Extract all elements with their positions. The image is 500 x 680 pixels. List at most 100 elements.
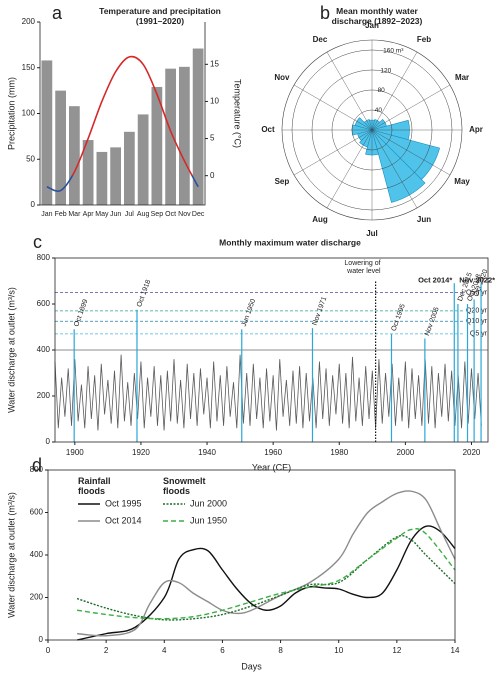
legend-label: Jun 1950 [190, 515, 227, 525]
y-tick-label: 800 [30, 465, 44, 474]
y-tick-label: 200 [22, 17, 36, 26]
threshold-label: Q5 yr [470, 331, 488, 338]
vline-label: Lowering of water level [344, 260, 381, 276]
x-tick-label: 10 [334, 646, 343, 655]
month-label: Dec [313, 35, 328, 44]
month-label: Sep [275, 177, 290, 186]
bar [165, 68, 176, 205]
x-tick-label: 2000 [396, 448, 414, 457]
x-tick-label: 1900 [66, 448, 84, 457]
y-tick-label: 0 [31, 200, 36, 209]
x-axis-label: Days [241, 661, 262, 671]
y-axis-label: Water discharge at outlet (m³/s) [6, 287, 16, 413]
x-tick-label: Jul [125, 211, 134, 218]
spoke [371, 84, 451, 131]
panel-label: d [32, 455, 42, 475]
temperature-line [46, 55, 199, 192]
legend-label: Jun 2000 [190, 498, 227, 508]
event-label: Oct 2014* [418, 275, 452, 284]
spoke [371, 129, 418, 209]
spoke [326, 51, 373, 131]
legend-label: Oct 2014 [105, 515, 142, 525]
y-tick-label: 400 [30, 550, 44, 559]
event-label: Oct 1918 [136, 279, 152, 308]
series-line [77, 490, 456, 637]
event-label: Oct 1995 [391, 303, 407, 332]
x-tick-label: May [95, 211, 109, 218]
y-tick-label: 150 [22, 63, 36, 72]
threshold-label: Q50 yr [466, 289, 488, 296]
y-tick-label: 50 [26, 154, 35, 163]
x-tick-label: 6 [220, 646, 225, 655]
y-axis-label: Water discharge at outlet (m³/s) [6, 492, 16, 618]
bar [82, 140, 94, 205]
spoke [326, 129, 373, 209]
axes [39, 22, 206, 206]
y-tick-label: 400 [37, 345, 51, 354]
x-tick-label: 4 [162, 646, 167, 655]
x-tick-label: Jan [41, 211, 52, 218]
y2-tick-label: 10 [210, 97, 219, 106]
x-tick-label: 1920 [132, 448, 150, 457]
series-line [76, 525, 456, 641]
x-tick-label: 14 [451, 646, 460, 655]
bar [179, 66, 190, 206]
month-label: Jan [365, 21, 379, 30]
y-tick-label: 600 [37, 299, 51, 308]
event-label: Nov 2022* [459, 275, 495, 284]
x-tick-label: Dec [192, 211, 205, 218]
r-tick-label: 120 [380, 67, 391, 74]
x-tick-label: Oct [165, 211, 176, 218]
x-tick-label: 2 [104, 646, 109, 655]
panel-label: b [320, 3, 330, 23]
x-tick-label: Feb [55, 211, 67, 218]
r-tick-label: 80 [378, 87, 386, 94]
series-line [76, 534, 456, 621]
event-label: Jun 1950 [241, 298, 257, 328]
r-tick-label: 40 [375, 107, 383, 114]
x-tick-label: Jun [110, 211, 121, 218]
x-tick-label: 0 [46, 646, 51, 655]
y-tick-label: 200 [37, 391, 51, 400]
spoke [371, 51, 418, 131]
x-tick-label: 2020 [463, 448, 481, 457]
bar [96, 151, 108, 205]
y2-tick-label: 15 [210, 59, 219, 68]
chart-title: Monthly maximum water discharge [219, 237, 361, 247]
y-tick-label: 100 [22, 109, 36, 118]
legend-label: Oct 1995 [105, 498, 142, 508]
bar [110, 147, 121, 205]
y2-tick-label: 0 [210, 171, 215, 180]
y-tick-label: 0 [46, 437, 51, 446]
y2-axis-label: Temperature (°C) [233, 79, 243, 148]
x-tick-label: 1960 [264, 448, 282, 457]
month-label: Feb [417, 35, 431, 44]
spoke [371, 129, 451, 176]
event-label: Oct 1899 [73, 298, 89, 327]
month-label: Jul [366, 229, 378, 238]
month-label: Nov [274, 73, 290, 82]
panel-label: c [33, 232, 42, 252]
spoke [293, 84, 373, 131]
x-tick-label: 1980 [330, 448, 348, 457]
month-label: Apr [469, 125, 483, 134]
month-label: Aug [312, 215, 328, 224]
bar [192, 48, 204, 205]
chart-title: Temperature and precipitation (1991–2020… [99, 6, 221, 26]
series-line [76, 528, 456, 620]
x-tick-label: Sep [151, 211, 164, 218]
bar [41, 60, 53, 206]
y-tick-label: 0 [39, 635, 44, 644]
r-tick-label: 160 m³ [383, 47, 404, 54]
bar [124, 131, 135, 205]
x-tick-label: Aug [137, 211, 150, 218]
chart-title: Mean monthly water discharge (1892–2023) [331, 6, 423, 26]
y-tick-label: 200 [30, 593, 44, 602]
x-tick-label: 1940 [198, 448, 216, 457]
plot-frame [54, 257, 489, 443]
month-label: May [454, 177, 470, 186]
bar [151, 86, 163, 205]
y-tick-label: 800 [37, 253, 51, 262]
